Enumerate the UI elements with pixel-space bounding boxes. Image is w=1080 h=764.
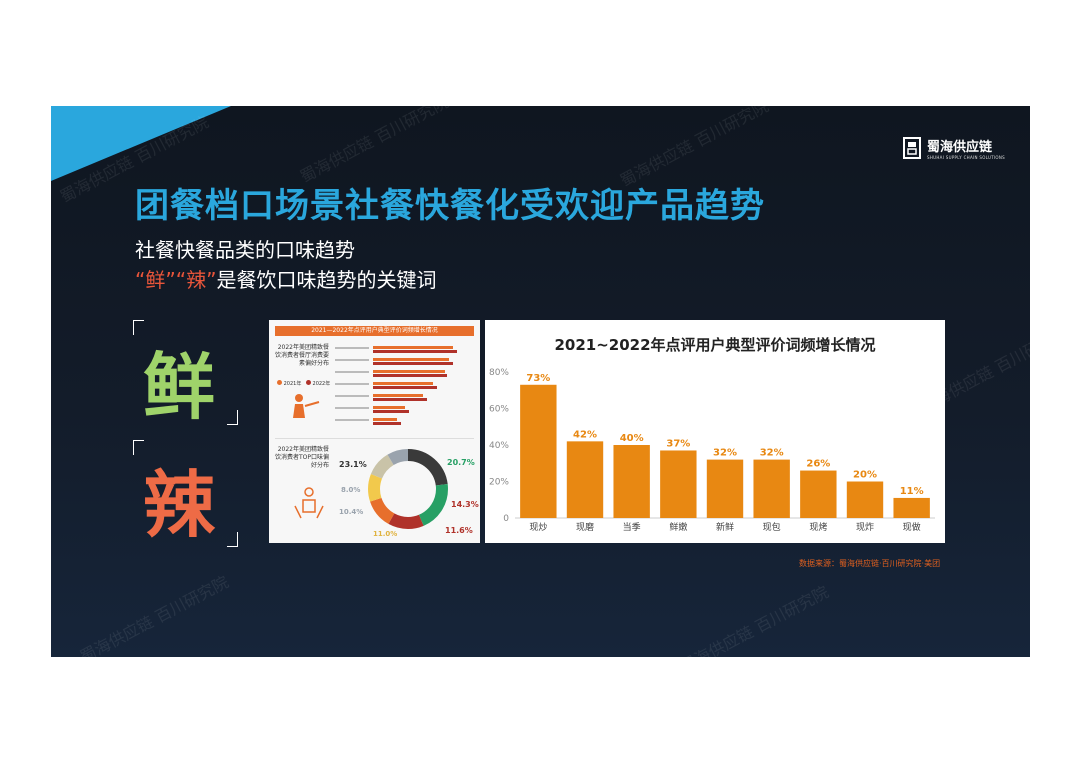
logo-icon (903, 137, 921, 159)
bar (753, 459, 790, 518)
taste-donut (368, 449, 448, 529)
watermark: 蜀海供应链 百川研究院 (76, 572, 232, 657)
bracket-close (227, 410, 238, 425)
x-tick-label: 现炸 (856, 521, 874, 533)
bar-value-label: 32% (713, 448, 737, 459)
bar (566, 441, 604, 518)
bar-value-label: 37% (666, 438, 690, 449)
section2-label: 2022年美团精致餐饮消费者TOP口味偏好分布 (274, 446, 329, 469)
brand-logo: 蜀海供应链 SHUHAI SUPPLY CHAIN SOLUTIONS (903, 136, 1005, 160)
donut-label: 20.7% (447, 458, 475, 467)
bar-value-label: 20% (853, 470, 877, 481)
chart-title: 2021~2022年点评用户典型评价词频增长情况 (554, 336, 876, 354)
preference-bars (335, 346, 457, 425)
x-tick-label: 现烤 (809, 521, 827, 533)
infographic-panel: 2021—2022年点评用户典型评价词频增长情况 2022年美团精致餐饮消费者餐… (269, 320, 480, 543)
big-char-xian: 鲜 (143, 345, 216, 429)
bar-value-label: 11% (900, 486, 924, 497)
section1-label: 2022年美团精致餐饮消费者餐厅消费要素偏好分布 (274, 344, 329, 367)
x-tick-label: 当季 (623, 521, 641, 533)
x-tick-label: 现做 (903, 521, 921, 533)
y-tick-label: 60% (489, 405, 509, 415)
bracket-close (227, 532, 238, 547)
bracket-open (133, 320, 144, 335)
keywords-line: “鲜”“辣”是餐饮口味趋势的关键词 (135, 264, 436, 293)
watermark: 蜀海供应链 百川研究院 (296, 106, 452, 187)
donut-label: 8.0% (341, 486, 361, 494)
donut-label: 14.3% (451, 500, 479, 509)
donut-label: 10.4% (339, 508, 364, 516)
bar (613, 445, 650, 518)
subtitle: 社餐快餐品类的口味趋势 (135, 238, 355, 262)
donut-label: 11.0% (373, 530, 398, 538)
corner-accent (51, 106, 231, 181)
person-pointing-icon (293, 394, 320, 418)
bar-value-label: 26% (806, 459, 830, 470)
x-tick-label: 现磨 (576, 522, 594, 533)
person-eating-icon (294, 487, 324, 519)
y-tick-label: 80% (489, 368, 509, 378)
keyword-la: “辣” (175, 268, 217, 292)
bar (706, 459, 744, 518)
divider (275, 438, 474, 439)
x-tick-label: 现包 (763, 521, 781, 533)
slide: 蜀海供应链 百川研究院 蜀海供应链 百川研究院 蜀海供应链 百川研究院 蜀海供应… (51, 106, 1030, 657)
bar (520, 384, 557, 518)
bar (800, 470, 837, 518)
donut-label: 11.6% (445, 526, 473, 535)
y-tick-label: 0 (503, 514, 509, 524)
x-tick-label: 鲜嫩 (669, 521, 687, 533)
bar-value-label: 42% (573, 429, 597, 440)
x-tick-label: 新鲜 (716, 521, 734, 533)
bar-value-label: 32% (760, 448, 784, 459)
bracket-open (133, 440, 144, 455)
bar-value-label: 40% (620, 433, 644, 444)
logo-tagline: SHUHAI SUPPLY CHAIN SOLUTIONS (927, 155, 1006, 160)
y-tick-label: 20% (489, 478, 509, 488)
legend: 2021年 2022年 (277, 380, 330, 387)
bar-chart-panel: 2021~2022年点评用户典型评价词频增长情况 0 20% 40% 60% 80% 73… (485, 320, 945, 543)
watermark: 蜀海供应链 百川研究院 (676, 582, 832, 657)
infographic-header: 2021—2022年点评用户典型评价词频增长情况 (275, 326, 474, 336)
x-tick-label: 现炒 (529, 522, 547, 533)
logo-name: 蜀海供应链 (927, 140, 993, 155)
legend-2021: 2021年 (283, 381, 302, 387)
bar (893, 497, 930, 518)
keywords-rest: 是餐饮口味趋势的关键词 (216, 268, 437, 292)
data-source: 数据来源：蜀海供应链·百川研究院·美团 (799, 559, 941, 568)
keyword-xian: “鲜” (135, 268, 176, 292)
y-tick-label: 40% (489, 441, 509, 451)
legend-2022: 2022年 (312, 381, 331, 387)
bar (846, 481, 884, 518)
page-title: 团餐档口场景社餐快餐化受欢迎产品趋势 (135, 186, 765, 226)
bar (660, 450, 697, 518)
bar-value-label: 73% (526, 373, 550, 384)
bar-chart: 0 20% 40% 60% 80% 73% 现炒 42% 现磨 40% 当季 37% 鲜嫩 32% 新鲜 32… (489, 368, 935, 533)
big-char-la: 辣 (143, 463, 216, 547)
donut-label: 23.1% (339, 460, 367, 469)
